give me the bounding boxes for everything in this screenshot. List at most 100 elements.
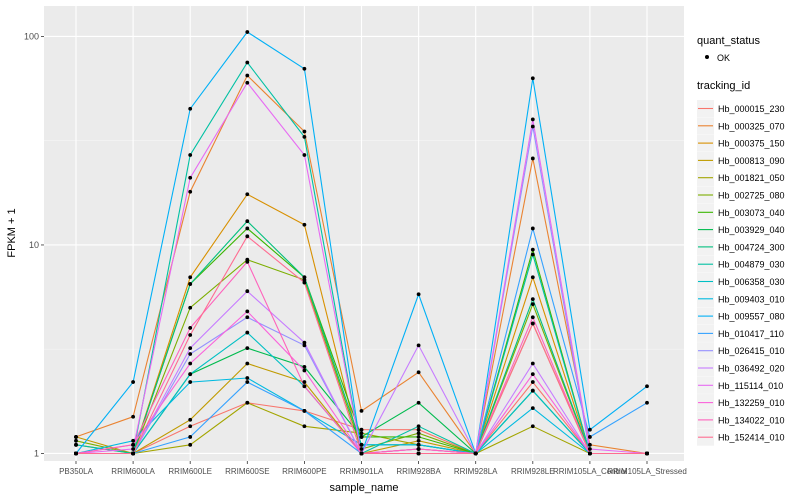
data-point — [245, 192, 250, 197]
data-point — [131, 438, 136, 443]
data-point — [188, 361, 193, 366]
data-point — [245, 30, 250, 34]
data-point — [359, 451, 364, 456]
legend-key-label: Hb_004724_300 — [718, 242, 785, 252]
data-point — [645, 400, 649, 405]
legend-key-label: Hb_000015_230 — [718, 104, 785, 114]
data-point — [188, 153, 193, 157]
data-point — [645, 451, 649, 456]
data-point — [588, 427, 592, 432]
data-point — [188, 275, 193, 280]
data-point — [188, 175, 193, 180]
data-point — [245, 376, 250, 380]
data-point — [302, 368, 307, 373]
data-point — [245, 309, 250, 314]
data-point — [359, 431, 364, 436]
data-point — [530, 315, 535, 320]
data-point — [245, 234, 250, 239]
data-point — [188, 333, 193, 337]
data-point — [302, 280, 307, 285]
x-tick-label: RRIM600SE — [225, 467, 269, 476]
data-point — [530, 117, 535, 122]
data-point — [530, 124, 535, 129]
legend-key-label: Hb_003073_040 — [718, 208, 785, 218]
data-point — [245, 346, 250, 351]
legend-key-label: Hb_009557_080 — [718, 312, 785, 322]
data-point — [188, 282, 193, 286]
data-point — [188, 189, 193, 194]
data-point — [245, 400, 250, 405]
data-point — [530, 406, 535, 411]
data-point — [416, 370, 421, 375]
data-point — [188, 305, 193, 310]
data-point — [302, 66, 307, 71]
data-point — [245, 60, 250, 65]
y-tick-label: 10 — [29, 240, 39, 250]
data-point — [74, 451, 78, 456]
x-tick-label: RRIM600PE — [282, 467, 326, 476]
data-point — [416, 447, 421, 451]
plot-panel — [44, 6, 684, 461]
data-point — [359, 442, 364, 447]
data-point — [416, 451, 421, 456]
data-point — [131, 442, 136, 447]
data-point — [188, 106, 193, 111]
data-point — [245, 361, 250, 366]
legend-key-label: Hb_003929_040 — [718, 225, 785, 235]
data-point — [416, 400, 421, 405]
data-point — [188, 346, 193, 351]
data-point — [588, 435, 592, 439]
data-point — [530, 226, 535, 231]
legend-key-label: Hb_009403_010 — [718, 294, 785, 304]
axes: 1 10 100 PB350LA RRIM600LA RRIM600LE RRIM600SE… — [24, 31, 687, 476]
legend: quant_status OK tracking_id Hb_000015_23… — [697, 35, 785, 446]
data-point — [245, 219, 250, 224]
legend-key-label: Hb_006358_030 — [718, 277, 785, 287]
data-point — [302, 275, 307, 280]
data-point — [188, 417, 193, 422]
data-point — [245, 315, 250, 320]
data-point — [245, 289, 250, 294]
y-axis-title: FPKM + 1 — [6, 208, 18, 257]
x-tick-label: RRIM600LA — [111, 467, 155, 476]
data-point — [302, 408, 307, 413]
data-point — [74, 442, 78, 447]
legend-key-label: Hb_000375_150 — [718, 139, 785, 149]
legend-key-label: Hb_026415_010 — [718, 346, 785, 356]
data-point — [131, 447, 136, 451]
y-tick-label: 1 — [34, 448, 39, 458]
legend-key-label: Hb_152414_010 — [718, 433, 785, 443]
data-point — [188, 424, 193, 429]
data-point — [131, 451, 136, 456]
data-point — [188, 326, 193, 330]
legend-key-label: Hb_000813_090 — [718, 156, 785, 166]
data-point — [245, 380, 250, 384]
data-point — [245, 330, 250, 335]
data-point — [416, 442, 421, 447]
data-point — [302, 153, 307, 157]
data-point — [188, 442, 193, 447]
x-tick-label: RRIM928LA — [454, 467, 498, 476]
data-point — [530, 380, 535, 384]
data-point — [530, 297, 535, 301]
legend-key-label: Hb_010417_110 — [718, 329, 784, 339]
legend-key-label: Hb_134022_010 — [718, 415, 785, 425]
data-point — [530, 302, 535, 307]
data-point — [245, 226, 250, 231]
legend-key-label: Hb_036492_020 — [718, 364, 785, 374]
data-point — [530, 424, 535, 429]
data-point — [530, 76, 535, 81]
data-point — [302, 384, 307, 389]
x-tick-label: RRIM928LE — [511, 467, 555, 476]
data-point — [530, 372, 535, 377]
data-point — [188, 352, 193, 356]
data-point — [530, 361, 535, 366]
data-point — [416, 431, 421, 436]
data-point — [188, 372, 193, 377]
data-point — [416, 424, 421, 429]
data-point — [359, 447, 364, 451]
data-point — [530, 156, 535, 161]
data-point — [530, 275, 535, 280]
data-point — [302, 222, 307, 227]
